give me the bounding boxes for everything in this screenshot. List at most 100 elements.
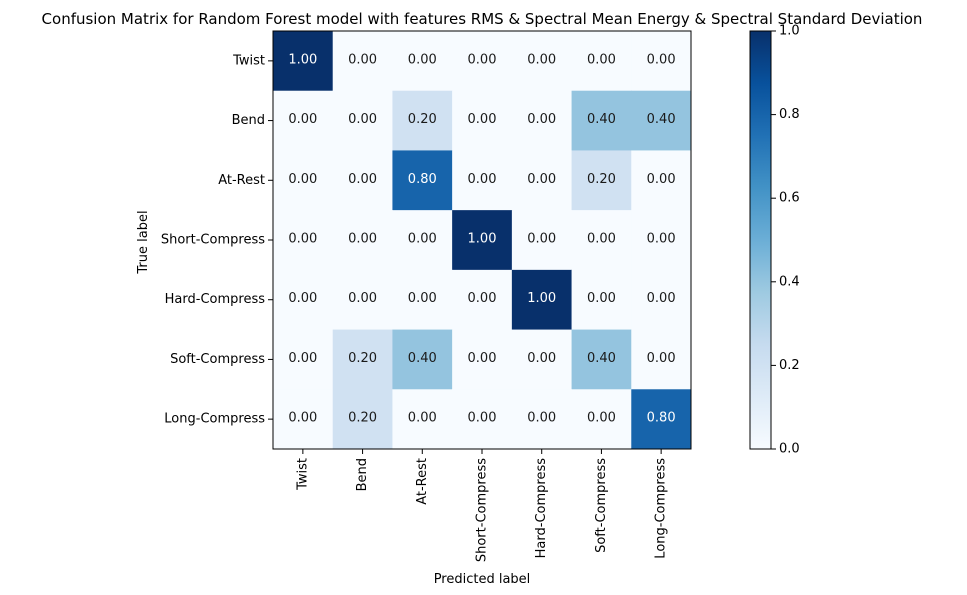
cell-value-label: 0.00 [408, 232, 437, 247]
cell-value-label: 0.40 [408, 351, 437, 366]
heatmap-cell-r5-c1 [332, 329, 393, 390]
cell-value-label: 0.20 [587, 172, 616, 187]
chart-title: Confusion Matrix for Random Forest model… [42, 10, 923, 28]
cell-value-label: 0.00 [288, 291, 317, 306]
cell-value-label: 0.20 [348, 351, 377, 366]
heatmap-cell-r0-c3 [452, 31, 513, 92]
cell-value-label: 0.00 [348, 291, 377, 306]
heatmap-cell-r5-c6 [631, 329, 692, 390]
x-axis-label: Predicted label [434, 572, 531, 587]
heatmap-cell-r1-c1 [332, 90, 393, 151]
colorbar-tick-label: 1.0 [779, 24, 800, 39]
heatmap-cell-r1-c2 [392, 90, 453, 151]
heatmap-cell-r1-c4 [511, 90, 572, 151]
heatmap-cell-r5-c3 [452, 329, 513, 390]
cell-value-label: 0.00 [288, 172, 317, 187]
colorbar-tick-label: 0.4 [779, 274, 800, 289]
cell-value-label: 0.00 [527, 172, 556, 187]
heatmap-cell-r5-c2 [392, 329, 453, 390]
heatmap-cell-r5-c0 [273, 329, 334, 390]
cell-value-label: 0.00 [647, 291, 676, 306]
cell-value-label: 0.00 [408, 291, 437, 306]
heatmap-cell-r2-c3 [452, 150, 513, 211]
heatmap-cell-r0-c5 [571, 31, 632, 92]
heatmap-cell-r6-c3 [452, 389, 513, 450]
heatmap-cell-r3-c4 [511, 210, 572, 271]
colorbar-tick-label: 0.2 [779, 358, 800, 373]
y-axis-ticks: Twist Bend At-Rest Short-Compress Hard-Compr… [161, 53, 273, 427]
cell-value-label: 0.20 [348, 411, 377, 426]
heatmap-cell-r0-c2 [392, 31, 453, 92]
heatmap-cell-r1-c3 [452, 90, 513, 151]
heatmap-cell-r4-c4 [511, 269, 572, 330]
heatmap-cell-r3-c0 [273, 210, 334, 271]
heatmap-cell-r3-c5 [571, 210, 632, 271]
cell-value-label: 0.00 [348, 52, 377, 67]
x-tick-label: At-Rest [415, 458, 430, 505]
cell-value-label: 0.00 [647, 172, 676, 187]
x-tick-label: Short-Compress [475, 458, 490, 562]
cell-value-label: 0.00 [468, 172, 497, 187]
cell-value-label: 0.00 [647, 351, 676, 366]
cell-value-label: 0.00 [288, 351, 317, 366]
heatmap-cell-r3-c6 [631, 210, 692, 271]
cell-value-label: 0.20 [408, 112, 437, 127]
heatmap-cell-r6-c5 [571, 389, 632, 450]
colorbar-ticks: 0.0 0.2 0.4 0.6 0.8 1.0 [771, 24, 800, 457]
heatmap-cell-r2-c2 [392, 150, 453, 211]
heatmap-cell-r3-c3 [452, 210, 513, 271]
cell-value-label: 0.00 [468, 351, 497, 366]
heatmap-cell-r0-c0 [273, 31, 334, 92]
x-tick-label: Soft-Compress [594, 458, 609, 553]
cell-value-label: 0.80 [408, 172, 437, 187]
cell-value-label: 0.00 [468, 291, 497, 306]
heatmap-cell-r4-c5 [571, 269, 632, 330]
x-tick-label: Twist [295, 458, 310, 491]
heatmap-cell-r4-c1 [332, 269, 393, 330]
cell-value-label: 0.00 [348, 112, 377, 127]
heatmap-cell-r2-c1 [332, 150, 393, 211]
cell-value-label: 0.00 [408, 411, 437, 426]
cell-value-label: 0.00 [348, 172, 377, 187]
heatmap-cell-r6-c6 [631, 389, 692, 450]
cell-value-label: 0.80 [647, 411, 676, 426]
cell-value-label: 0.40 [587, 351, 616, 366]
heatmap-cell-r2-c5 [571, 150, 632, 211]
heatmap-cell-r0-c4 [511, 31, 572, 92]
cell-value-label: 1.00 [288, 52, 317, 67]
y-tick-label: Twist [232, 53, 265, 68]
cell-value-label: 0.00 [468, 52, 497, 67]
x-tick-label: Hard-Compress [534, 458, 549, 559]
x-axis-ticks: Twist Bend At-Rest Short-Compress Hard-Compr… [295, 448, 669, 562]
heatmap-cells [273, 31, 692, 450]
cell-value-label: 0.00 [587, 232, 616, 247]
heatmap-cell-r2-c0 [273, 150, 334, 211]
heatmap-cell-r4-c3 [452, 269, 513, 330]
x-tick-label: Bend [355, 458, 370, 491]
colorbar-tick-label: 0.6 [779, 191, 800, 206]
heatmap-cell-r0-c6 [631, 31, 692, 92]
cell-value-label: 0.00 [468, 411, 497, 426]
heatmap-cell-r6-c1 [332, 389, 393, 450]
heatmap-cell-r0-c1 [332, 31, 393, 92]
cell-value-label: 0.00 [408, 52, 437, 67]
heatmap-cell-r1-c6 [631, 90, 692, 151]
cell-value-label: 0.00 [288, 112, 317, 127]
cell-value-label: 0.00 [348, 232, 377, 247]
heatmap-cell-r2-c6 [631, 150, 692, 211]
cell-value-label: 0.40 [647, 112, 676, 127]
heatmap-cell-r1-c5 [571, 90, 632, 151]
cell-value-label: 0.00 [468, 112, 497, 127]
cell-value-label: 0.00 [587, 291, 616, 306]
heatmap-cell-r2-c4 [511, 150, 572, 211]
heatmap-cell-r3-c2 [392, 210, 453, 271]
y-tick-label: At-Rest [218, 173, 265, 188]
heatmap-cell-r1-c0 [273, 90, 334, 151]
y-tick-label: Short-Compress [161, 232, 265, 247]
heatmap-cell-r4-c6 [631, 269, 692, 330]
cell-value-label: 0.00 [647, 232, 676, 247]
heatmap-cell-r3-c1 [332, 210, 393, 271]
cell-value-label: 0.00 [647, 52, 676, 67]
colorbar-tick-label: 0.0 [779, 442, 800, 457]
cell-value-label: 0.00 [587, 52, 616, 67]
